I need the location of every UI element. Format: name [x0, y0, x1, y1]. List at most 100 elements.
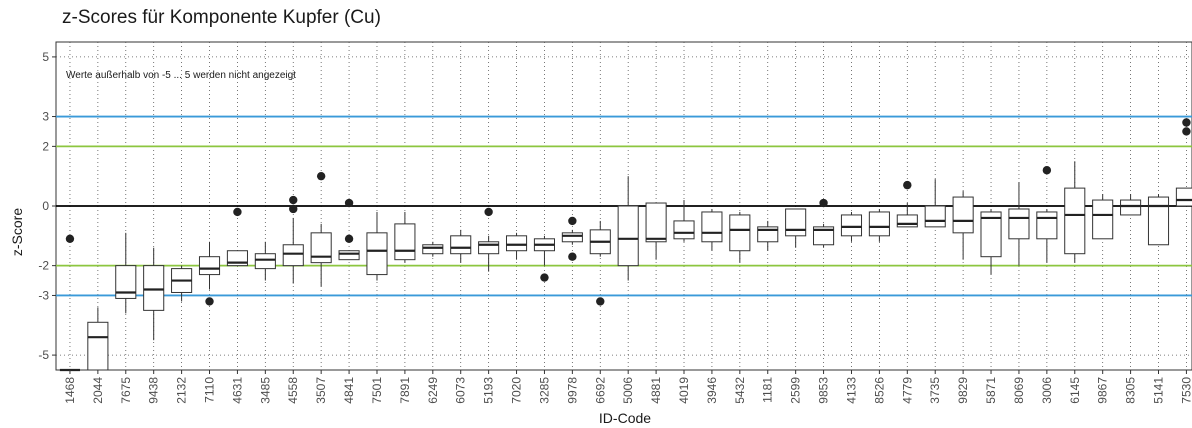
- x-tick-label: 6249: [426, 377, 440, 404]
- y-tick-label: -5: [38, 348, 49, 362]
- box-7020: [505, 232, 528, 260]
- x-tick-label: 4133: [844, 377, 858, 404]
- outlier-point: [1182, 118, 1191, 127]
- box-body: [1092, 199, 1114, 240]
- outlier-point: [233, 207, 242, 217]
- x-tick-label: 3285: [537, 377, 551, 404]
- box-body: [198, 256, 221, 276]
- box-body: [645, 202, 667, 243]
- x-tick-label: 4019: [677, 377, 691, 404]
- y-tick-label: 2: [42, 139, 49, 153]
- x-tick-label: 7891: [398, 377, 412, 404]
- box-3285: [533, 235, 556, 282]
- box-body: [701, 211, 723, 243]
- box-body: [505, 235, 528, 252]
- box-body: [310, 232, 332, 264]
- x-tick-label: 9867: [1096, 377, 1110, 404]
- x-tick-label: 8069: [1012, 377, 1026, 404]
- box-body: [394, 223, 416, 261]
- box-body: [422, 244, 444, 255]
- x-tick-label: 1181: [761, 377, 775, 403]
- x-tick-label: 6692: [593, 377, 607, 404]
- box-7675: [115, 232, 137, 314]
- box-7530: [1175, 118, 1192, 207]
- x-tick-label: 8526: [872, 377, 886, 404]
- box-4779: [896, 180, 918, 228]
- x-tick-label: 6145: [1068, 377, 1082, 404]
- box-body: [478, 241, 500, 255]
- box-5006: [617, 176, 639, 281]
- x-tick-label: 3006: [1040, 377, 1054, 404]
- box-body: [282, 244, 304, 267]
- annotation-note: Werte außerhalb von -5 ... 5 werden nich…: [66, 70, 296, 81]
- box-body: [254, 253, 276, 270]
- outlier-point: [1042, 166, 1052, 175]
- box-9853: [813, 198, 835, 248]
- box-body: [868, 211, 890, 237]
- outlier-point: [344, 234, 354, 243]
- x-tick-label: 7501: [370, 377, 384, 404]
- box-8069: [1008, 182, 1030, 266]
- box-4841: [338, 198, 360, 261]
- x-tick-label: 3485: [258, 377, 272, 404]
- box-body: [952, 196, 974, 234]
- box-6145: [1064, 161, 1086, 263]
- x-tick-label: 7110: [203, 377, 217, 403]
- box-body: [338, 250, 360, 261]
- x-tick-label: 8305: [1124, 377, 1138, 404]
- x-tick-label: 2599: [789, 377, 803, 404]
- box-2599: [785, 208, 807, 248]
- box-body: [785, 208, 807, 237]
- box-3946: [701, 208, 723, 251]
- x-tick-label: 9978: [565, 377, 579, 404]
- box-3735: [924, 179, 946, 228]
- box-9438: [143, 247, 165, 341]
- outlier-point: [344, 198, 354, 208]
- y-axis-title: z-Score: [9, 208, 25, 256]
- box-body: [924, 205, 946, 228]
- box-series: [59, 118, 1192, 372]
- x-tick-label: 4631: [230, 377, 244, 404]
- x-tick-label: 3735: [928, 377, 942, 404]
- box-body: [1175, 187, 1192, 207]
- box-3507: [310, 171, 332, 287]
- box-6692: [589, 220, 611, 306]
- y-tick-label: 3: [42, 110, 49, 124]
- box-body: [1036, 211, 1058, 240]
- box-7501: [366, 211, 388, 281]
- box-body: [87, 321, 109, 371]
- box-6249: [422, 241, 444, 257]
- y-tick-label: 5: [42, 50, 49, 64]
- box-body: [561, 232, 583, 243]
- x-tick-label: 6073: [454, 377, 468, 404]
- x-tick-label: 7675: [119, 377, 133, 404]
- outlier-point: [540, 273, 549, 282]
- box-7110: [198, 241, 221, 306]
- box-body: [980, 211, 1002, 258]
- x-tick-label: 4841: [342, 377, 356, 404]
- outlier-point: [289, 195, 298, 205]
- box-body: [450, 235, 472, 255]
- box-1181: [757, 220, 779, 251]
- box-8526: [868, 208, 890, 242]
- box-5871: [980, 208, 1002, 275]
- x-tick-label: 9438: [147, 377, 161, 404]
- box-body: [143, 265, 165, 311]
- x-tick-label: 5141: [1152, 377, 1166, 404]
- box-7891: [394, 211, 416, 263]
- x-tick-label: 4881: [649, 377, 663, 404]
- x-tick-label: 5871: [984, 377, 998, 404]
- box-body: [673, 220, 695, 240]
- outlier-point: [568, 252, 577, 261]
- box-body: [617, 205, 639, 267]
- box-body: [115, 265, 137, 299]
- box-2044: [87, 307, 109, 371]
- box-body: [896, 214, 918, 228]
- box-5141: [1147, 194, 1170, 246]
- box-9829: [952, 191, 974, 260]
- x-tick-label: 9853: [817, 377, 831, 404]
- box-body: [1008, 208, 1030, 240]
- box-9867: [1092, 194, 1114, 240]
- x-tick-label: 7020: [510, 377, 524, 404]
